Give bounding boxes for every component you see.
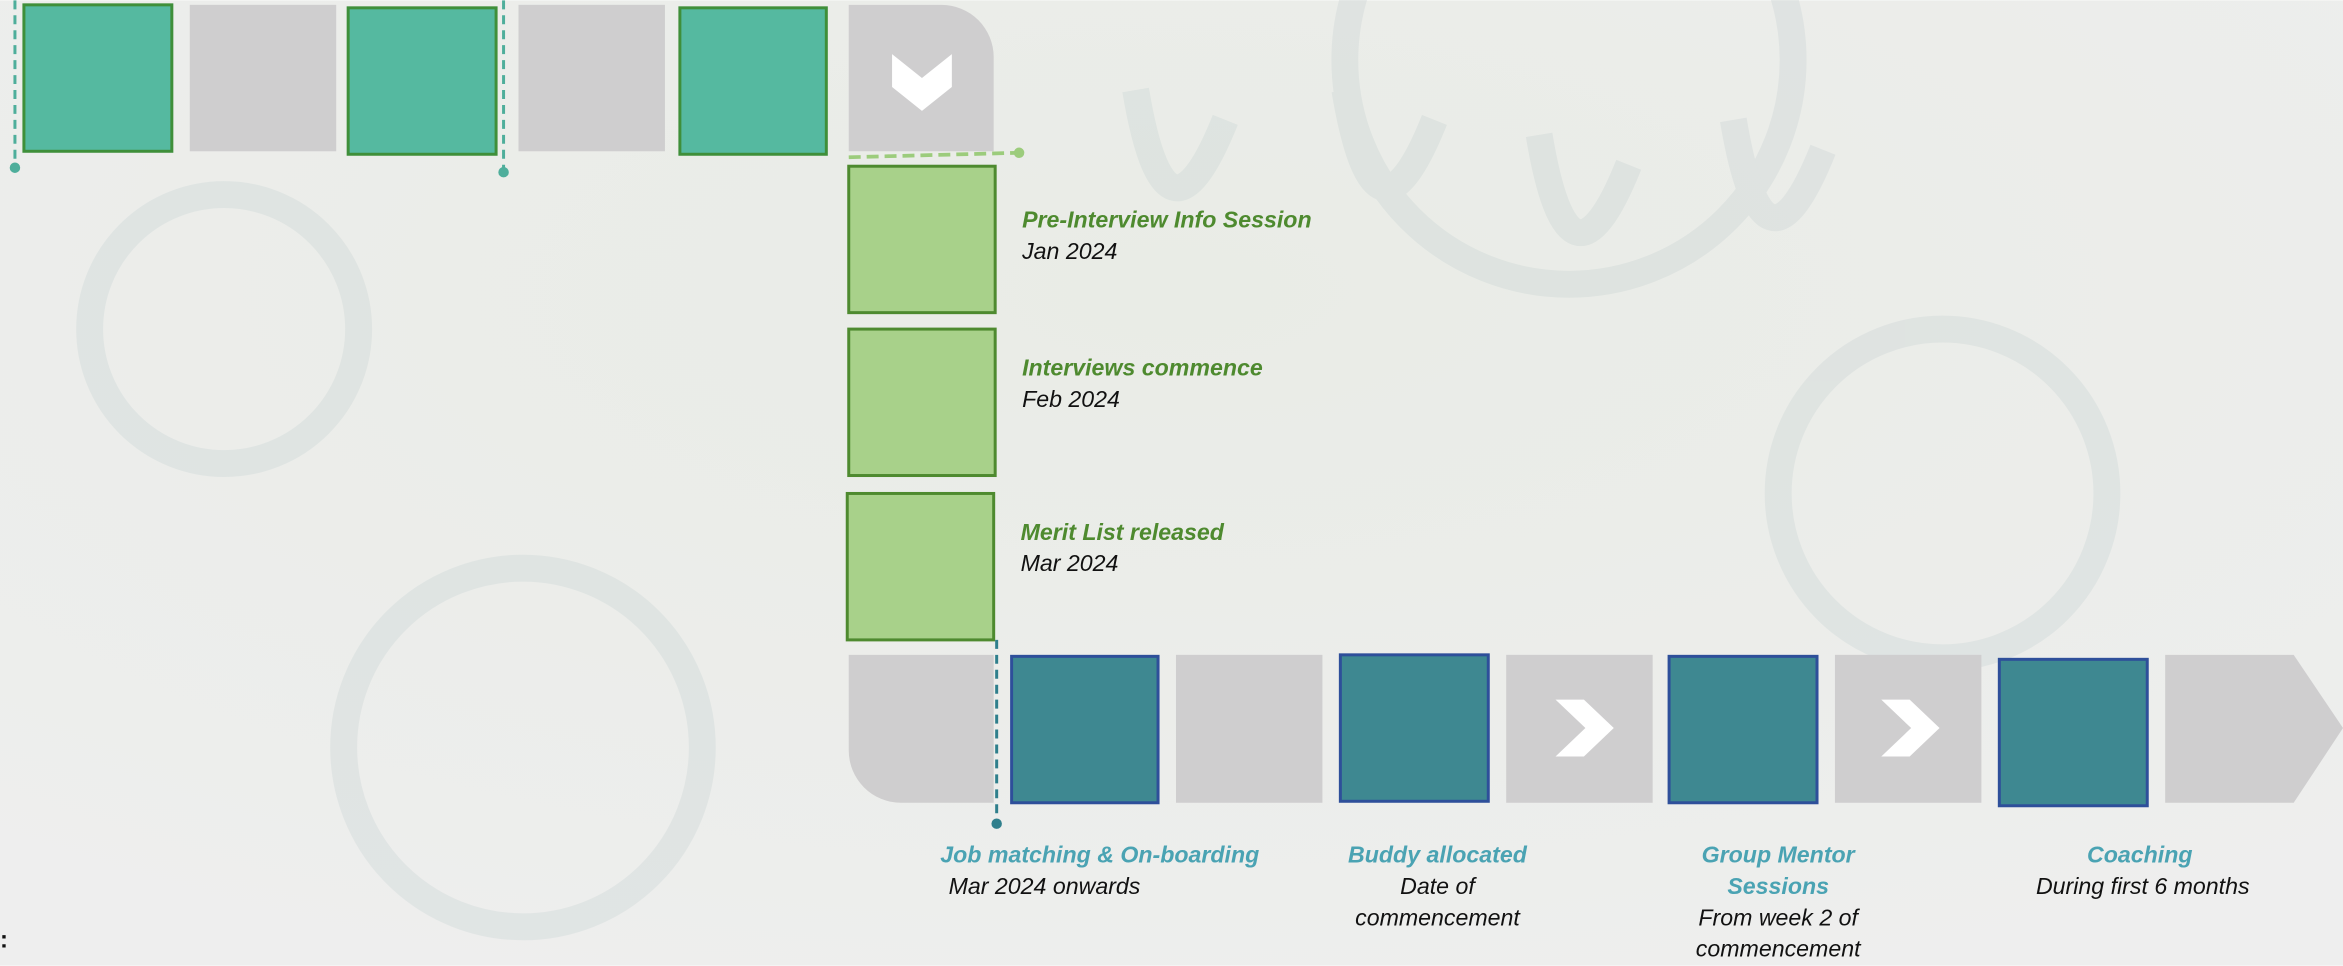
phase-date: Mar 2024 (1021, 550, 1119, 576)
support-title: Job matching & On-boarding (940, 842, 1259, 868)
phase-box (849, 329, 995, 475)
phase-title: Interviews commence (1022, 354, 1263, 380)
step-box (348, 8, 496, 154)
support-box (1669, 656, 1817, 802)
support-box (1999, 659, 2147, 805)
phase-date: Jan 2024 (1021, 238, 1117, 264)
support-date: commencement (1355, 904, 1521, 930)
connector-dot (498, 167, 508, 177)
phase-box (847, 493, 993, 639)
support-date: During first 6 months (2036, 873, 2250, 899)
connector-dot (991, 818, 1001, 828)
support-date: Mar 2024 onwards (949, 873, 1141, 899)
spacer-box (1176, 655, 1322, 803)
support-title: Coaching (2087, 842, 2193, 868)
corner-box (849, 655, 994, 803)
phase-title: Merit List released (1021, 519, 1225, 545)
footer-mark: : (0, 927, 8, 954)
support-title: Group Mentor (1702, 842, 1857, 868)
timeline-diagram: Pre-Interview Info Session Jan 2024 Inte… (0, 0, 2343, 966)
phase-title: Pre-Interview Info Session (1022, 206, 1312, 232)
support-date: Date of (1400, 873, 1477, 899)
support-title: Sessions (1727, 873, 1829, 899)
spacer-box (519, 5, 665, 151)
spacer-box (1506, 655, 1652, 803)
phase-date: Feb 2024 (1022, 386, 1120, 412)
connector-dot (1014, 148, 1024, 158)
support-date: From week 2 of (1698, 904, 1860, 930)
step-box (680, 8, 826, 154)
step-box (24, 5, 172, 151)
connector-dot (10, 162, 20, 172)
page: {"phases":[ {"title":"Pre-Interview Info… (0, 0, 2343, 966)
support-date: commencement (1696, 936, 1862, 962)
spacer-box (190, 5, 336, 151)
support-title: Buddy allocated (1348, 842, 1528, 868)
support-box (1340, 655, 1488, 801)
phase-box (849, 166, 995, 312)
support-box (1012, 656, 1158, 802)
spacer-box (1835, 655, 1981, 803)
